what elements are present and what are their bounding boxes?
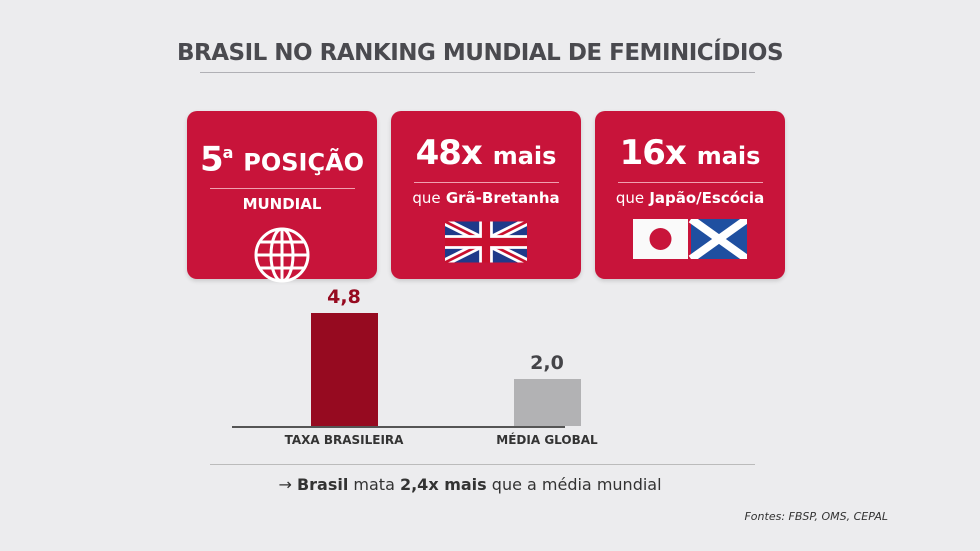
bar-1 <box>311 313 378 426</box>
x-axis-line <box>232 426 565 428</box>
card-ranking: 5a POSIÇÃO MUNDIAL <box>187 111 377 283</box>
uk-flag-icon <box>391 219 581 269</box>
value-label: 2,0 <box>530 352 564 374</box>
rank-number: 5 <box>199 139 224 180</box>
rank-word: POSIÇÃO <box>243 148 365 177</box>
summary-text-1: mata <box>353 475 395 494</box>
summary-text-2: que a média mundial <box>491 475 662 494</box>
category-label: MÉDIA GLOBAL <box>496 433 598 447</box>
globe-icon <box>187 225 377 289</box>
category-label: TAXA BRASILEIRA <box>284 433 404 447</box>
card-sub-prefix: que <box>615 189 645 207</box>
uk-multiplier: 48x <box>415 133 483 173</box>
card-uk: 48x mais que Grã-Bretanha <box>391 111 581 279</box>
summary-bold-1: Brasil <box>296 475 349 494</box>
japan-scotland-flags-icon <box>595 215 785 263</box>
card-sub-prefix: que <box>412 189 441 207</box>
card-divider <box>617 182 763 183</box>
japan-multiplier: 16x <box>619 133 687 173</box>
bar-2 <box>514 379 581 426</box>
card-word: mais <box>696 142 761 170</box>
card-divider <box>413 182 559 183</box>
arrow-right-icon: → <box>278 475 292 494</box>
source-note: Fontes: FBSP, OMS, CEPAL <box>744 510 888 523</box>
summary-bold-2: 2,4x mais <box>399 475 487 494</box>
value-label: 4,8 <box>327 286 361 309</box>
summary-text: → Brasil mata 2,4x mais que a média mund… <box>0 475 940 494</box>
page-title: BRASIL NO RANKING MUNDIAL DE FEMINICÍDIO… <box>176 40 784 66</box>
card-japan-scotland: 16x mais que Japão/Escócia <box>595 111 785 279</box>
rank-superscript: a <box>222 143 234 162</box>
card-divider <box>209 188 355 190</box>
card-subtitle: MUNDIAL <box>242 195 322 214</box>
card-country: Grã-Bretanha <box>445 189 560 207</box>
card-country: Japão/Escócia <box>649 189 765 207</box>
title-underline <box>200 72 755 73</box>
card-word: mais <box>492 142 557 170</box>
divider <box>210 464 755 465</box>
